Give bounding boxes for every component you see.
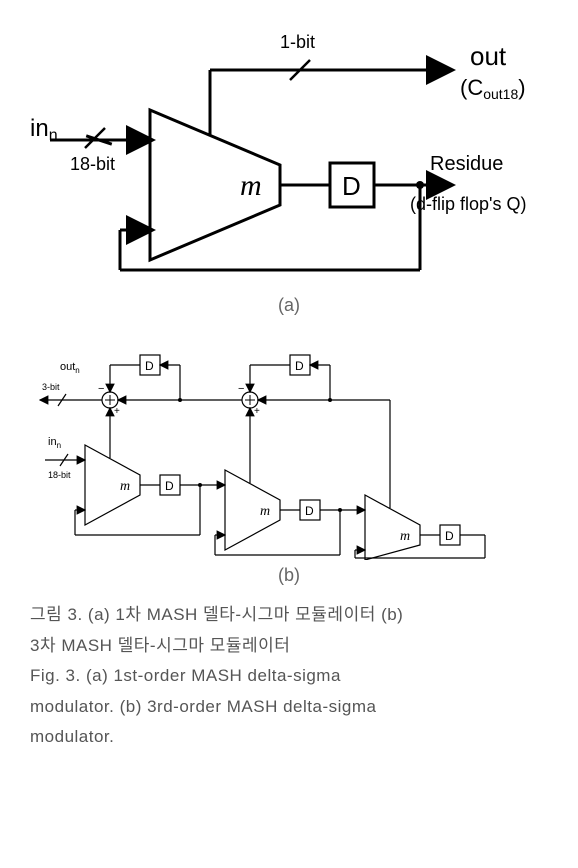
svg-text:m: m (400, 529, 410, 544)
caption-en-3: modulator. (30, 722, 548, 753)
caption-ko-1: 그림 3. (a) 1차 MASH 델타-시그마 모듈레이터 (b) (30, 600, 548, 631)
stage-1: m D (75, 408, 225, 535)
m-block-label: m (240, 169, 262, 202)
subfigure-label-a: (a) (0, 295, 578, 316)
svg-text:m: m (120, 479, 130, 494)
figure-b-svg: outn 3-bit inn 18-bit m D + + − m D (30, 330, 548, 560)
svg-text:m: m (260, 504, 270, 519)
svg-text:D: D (145, 359, 154, 373)
out-label: out (470, 41, 507, 71)
svg-text:D: D (165, 479, 174, 493)
svg-text:D: D (305, 504, 314, 518)
residue-label1: Residue (430, 153, 503, 175)
b-in-label: inn (48, 436, 61, 450)
figure-b-container: outn 3-bit inn 18-bit m D + + − m D (30, 330, 548, 560)
caption-en-2: modulator. (b) 3rd-order MASH delta-sigm… (30, 692, 548, 723)
s2-plus-bottom: + (254, 406, 260, 417)
fb-node (416, 181, 424, 189)
s2-plus-right: + (260, 396, 266, 407)
s1-plus-bottom: + (114, 406, 120, 417)
figure-a-svg: m inn 18-bit 1-bit out (Cout18) D Residu… (30, 10, 548, 290)
stage-3: m D (258, 400, 485, 560)
b-in-bits: 18-bit (48, 470, 71, 480)
b-out-label: outn (60, 361, 80, 375)
d-block-label: D (342, 171, 361, 201)
input-label: inn (30, 115, 58, 144)
residue-label2: (d-flip flop's Q) (410, 194, 526, 214)
figure-a-container: m inn 18-bit 1-bit out (Cout18) D Residu… (30, 10, 548, 290)
s1-minus: − (98, 383, 104, 395)
caption-en-1: Fig. 3. (a) 1st-order MASH delta-sigma (30, 661, 548, 692)
top-bits-label: 1-bit (280, 32, 315, 52)
s1-plus-right: + (120, 396, 126, 407)
out-sub-label: (Cout18) (460, 75, 526, 102)
input-bits-label: 18-bit (70, 154, 115, 174)
s2-minus: − (238, 383, 244, 395)
b-out-bits: 3-bit (42, 382, 60, 392)
subfigure-label-b: (b) (0, 565, 578, 586)
stage-2: m D (215, 408, 365, 555)
caption-block: 그림 3. (a) 1차 MASH 델타-시그마 모듈레이터 (b) 3차 MA… (30, 600, 548, 753)
svg-text:D: D (295, 359, 304, 373)
svg-text:D: D (445, 529, 454, 543)
caption-ko-2: 3차 MASH 델타-시그마 모듈레이터 (30, 631, 548, 662)
